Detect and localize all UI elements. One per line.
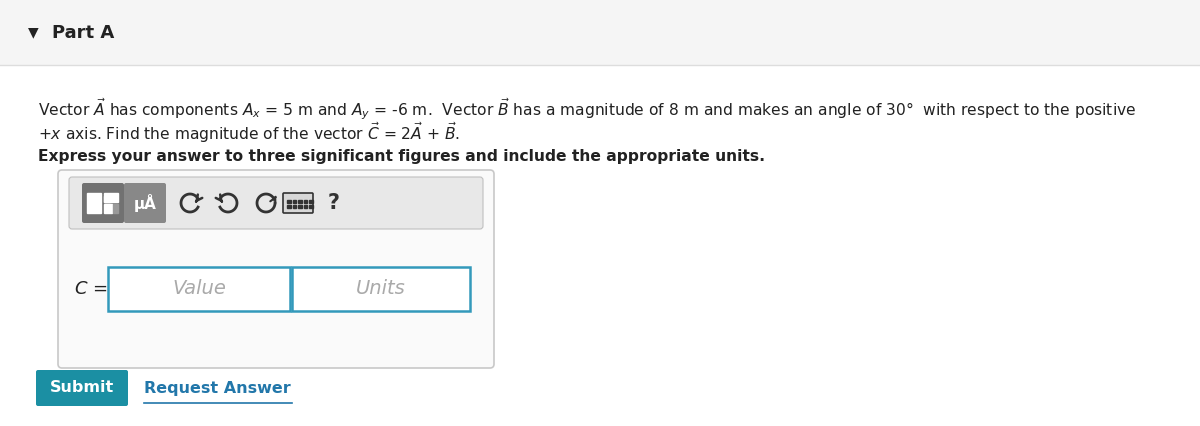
Text: Units: Units [356,279,406,299]
Text: $C$ =: $C$ = [74,280,108,298]
Bar [292,267,470,311]
FancyBboxPatch shape [36,370,128,406]
Text: Value: Value [172,279,226,299]
Text: ▼: ▼ [28,26,38,40]
Bar [304,200,307,203]
Bar [298,205,301,208]
Bar [287,205,290,208]
Text: Vector $\vec{A}$ has components $A_x$ = 5 m and $A_y$ = -6 m.  Vector $\vec{B}$ : Vector $\vec{A}$ has components $A_x$ = … [38,96,1136,122]
Text: Express your answer to three significant figures and include the appropriate uni: Express your answer to three significant… [38,149,766,164]
Bar [104,204,112,213]
Bar [310,200,312,203]
Bar [310,205,312,208]
Bar [298,200,301,203]
Bar [293,205,296,208]
Bar [108,267,290,311]
FancyBboxPatch shape [283,193,313,213]
FancyBboxPatch shape [70,177,482,229]
FancyBboxPatch shape [82,183,124,223]
Text: Part A: Part A [52,23,114,41]
Text: ?: ? [328,193,340,213]
FancyBboxPatch shape [124,183,166,223]
Text: Submit: Submit [50,380,114,395]
Bar [0,0,1200,65]
Bar [113,204,118,213]
Bar [287,200,290,203]
Text: Request Answer: Request Answer [144,380,290,395]
Bar [104,193,118,202]
Text: +$x$ axis. Find the magnitude of the vector $\vec{C}$ = 2$\vec{A}$ + $\vec{B}$.: +$x$ axis. Find the magnitude of the vec… [38,121,460,145]
Bar [304,205,307,208]
Bar [293,200,296,203]
Bar [104,196,110,202]
Bar [88,193,101,213]
Text: μÅ: μÅ [133,194,156,212]
FancyBboxPatch shape [58,170,494,368]
